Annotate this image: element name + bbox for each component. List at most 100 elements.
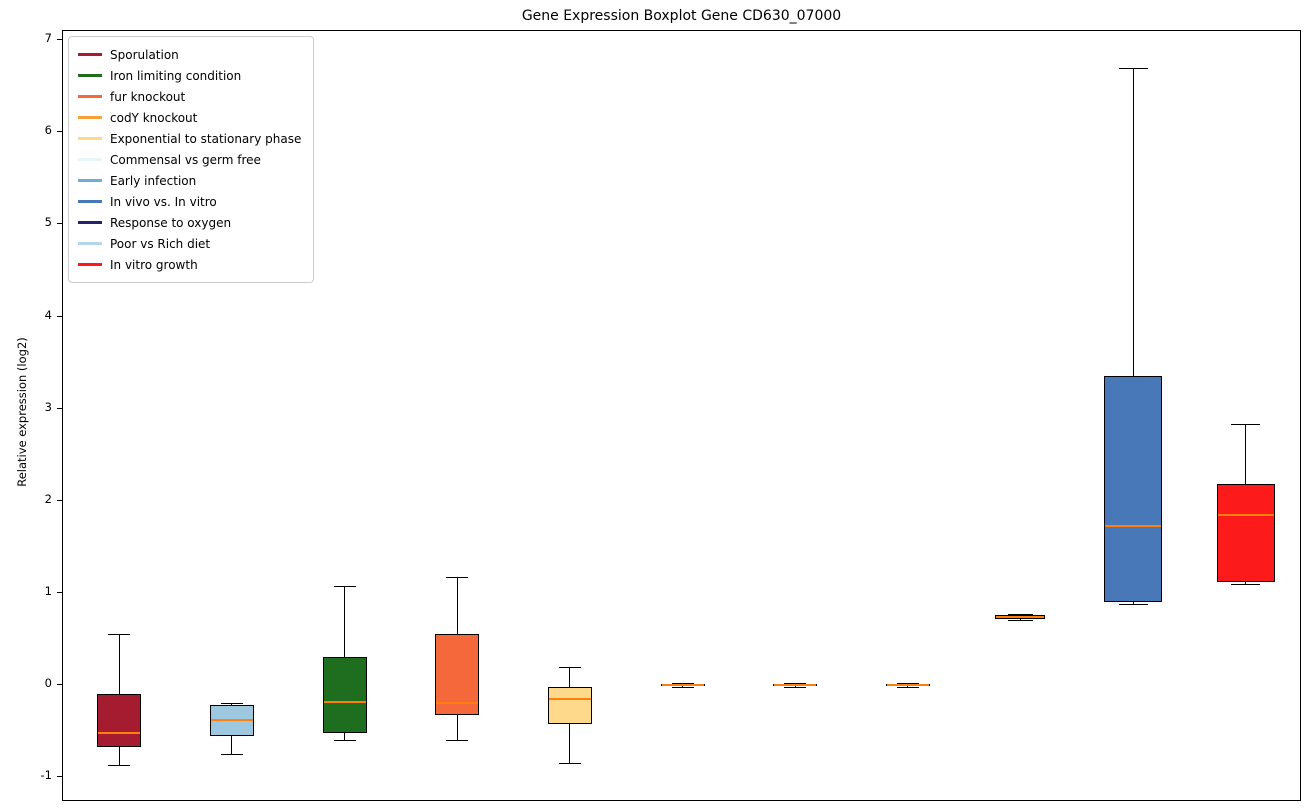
legend-label: Commensal vs germ free	[110, 152, 261, 167]
whisker-cap-upper	[1007, 614, 1033, 616]
legend: Sporulation Iron limiting condition fur kn…	[68, 36, 315, 283]
whisker-cap-lower	[671, 686, 694, 688]
whisker-lower	[231, 735, 233, 755]
y-tick-label: -1	[40, 768, 52, 783]
legend-color-swatch	[78, 95, 102, 98]
whisker-lower	[118, 746, 120, 766]
y-tick-mark	[57, 776, 62, 778]
legend-item: Exponential to stationary phase	[78, 128, 301, 149]
whisker-cap-upper	[220, 703, 243, 705]
y-tick-mark	[57, 591, 62, 593]
whisker-lower	[1019, 618, 1021, 620]
whisker-upper	[456, 577, 458, 635]
y-tick-label: 0	[44, 676, 52, 690]
whisker-cap-upper	[446, 577, 469, 579]
legend-color-swatch	[78, 200, 102, 203]
whisker-upper	[118, 634, 120, 695]
legend-label: Iron limiting condition	[110, 68, 242, 83]
whisker-lower	[682, 685, 683, 687]
boxplot-box	[1216, 484, 1275, 582]
median-line	[886, 684, 929, 686]
legend-label: Sporulation	[110, 47, 179, 62]
legend-color-swatch	[78, 137, 102, 140]
legend-label: fur knockout	[110, 89, 186, 104]
whisker-cap-upper	[558, 666, 581, 668]
whisker-cap-lower	[220, 754, 243, 756]
legend-label: Exponential to stationary phase	[110, 131, 302, 146]
whisker-lower	[794, 685, 796, 687]
y-tick-label: 5	[44, 215, 52, 230]
whisker-cap-upper	[1118, 67, 1148, 69]
y-tick-mark	[57, 223, 62, 225]
chart-title: Gene Expression Boxplot Gene CD630_07000	[521, 8, 842, 24]
whisker-cap-lower	[1231, 583, 1261, 585]
whisker-cap-upper	[1231, 424, 1261, 426]
plot-area: Sporulation Iron limiting condition fur kn…	[62, 30, 1301, 801]
legend-item: Iron limiting condition	[78, 65, 301, 86]
legend-color-swatch	[78, 179, 102, 182]
median-line	[1217, 513, 1274, 516]
legend-item: Commensal vs germ free	[78, 149, 301, 170]
whisker-cap-lower	[446, 740, 469, 742]
median-line	[323, 700, 366, 703]
whisker-cap-lower	[784, 686, 807, 688]
whisker-upper	[344, 586, 346, 658]
y-tick-label: 3	[44, 399, 52, 414]
whisker-upper	[1245, 424, 1247, 485]
whisker-cap-lower	[108, 765, 131, 767]
legend-item: Sporulation	[78, 44, 301, 65]
whisker-lower	[569, 723, 571, 764]
median-line	[436, 702, 479, 705]
whisker-lower	[907, 685, 909, 687]
y-tick-label: 4	[44, 307, 52, 322]
y-tick-label: 6	[44, 123, 52, 138]
legend-label: In vivo vs. In vitro	[110, 194, 217, 209]
y-tick-mark	[57, 315, 62, 317]
legend-color-swatch	[78, 158, 102, 161]
median-line	[548, 697, 591, 700]
boxplot-box	[435, 634, 480, 716]
legend-item: codY knockout	[78, 107, 301, 128]
legend-item: Response to oxygen	[78, 212, 301, 233]
whisker-upper	[1132, 67, 1134, 377]
legend-color-swatch	[78, 263, 102, 266]
legend-color-swatch	[78, 53, 102, 56]
legend-color-swatch	[78, 74, 102, 77]
whisker-upper	[569, 666, 571, 687]
y-tick-mark	[57, 131, 62, 133]
y-tick-label: 2	[44, 491, 52, 506]
legend-label: Early infection	[110, 173, 197, 188]
y-tick-mark	[57, 39, 62, 41]
y-tick-label: 7	[44, 31, 52, 46]
y-tick-label: 1	[44, 583, 52, 598]
whisker-lower	[1245, 581, 1247, 584]
whisker-cap-lower	[896, 686, 919, 688]
legend-item: Early infection	[78, 170, 301, 191]
median-line	[210, 719, 253, 722]
whisker-lower	[1132, 602, 1134, 604]
median-line	[661, 684, 704, 686]
y-tick-mark	[57, 499, 62, 501]
median-line	[1105, 524, 1162, 527]
whisker-cap-lower	[1118, 603, 1148, 605]
legend-color-swatch	[78, 221, 102, 224]
legend-item: In vitro growth	[78, 254, 301, 275]
whisker-cap-upper	[333, 586, 356, 588]
whisker-cap-upper	[108, 634, 131, 636]
y-tick-mark	[57, 684, 62, 685]
boxplot-box	[322, 657, 367, 733]
boxplot-box	[547, 686, 592, 724]
legend-label: Poor vs Rich diet	[110, 236, 211, 251]
median-line	[996, 615, 1045, 618]
whisker-lower	[456, 715, 458, 741]
legend-label: codY knockout	[110, 110, 198, 125]
whisker-lower	[344, 732, 346, 741]
y-tick-mark	[57, 407, 62, 409]
whisker-cap-upper	[784, 683, 807, 685]
legend-color-swatch	[78, 242, 102, 245]
legend-label: In vitro growth	[110, 257, 198, 272]
median-line	[98, 731, 141, 734]
boxplot-box	[1104, 376, 1163, 603]
legend-label: Response to oxygen	[110, 215, 232, 230]
